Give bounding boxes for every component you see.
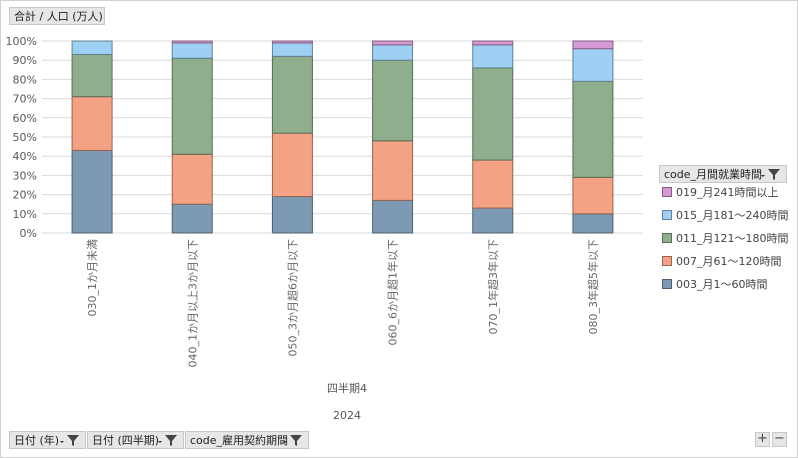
chart-grid [42,40,643,234]
zoom-in-button[interactable]: + [755,432,770,447]
y-tick-label: 40% [13,150,37,163]
bar-segment [71,40,113,55]
bar-segment [472,159,514,209]
zoom-out-button[interactable]: − [772,432,787,447]
y-tick-label: 30% [13,169,37,182]
axis-field-contract[interactable]: code_雇用契約期間 [185,431,309,449]
x-tick-label: 080_3年超5年以下 [586,239,600,335]
value-field-button[interactable]: 合計 / 人口 (万人) [9,7,105,25]
group-label-year: 2024 [333,409,361,422]
legend-swatch [662,256,672,266]
axis-field-contract-label: code_雇用契約期間 [190,434,289,447]
bar-segment [171,42,213,59]
y-tick-label: 60% [13,112,37,125]
bar-segment [171,203,213,234]
bar-segment [171,153,213,205]
bar-segment [472,207,514,234]
legend-label: 011_月121～180時間 [676,232,789,245]
legend-item: 019_月241時間以上 [662,186,779,200]
bar-segment [372,44,414,61]
y-tick-label: 80% [13,73,37,86]
bar-segment [171,40,213,44]
bar-segment [372,199,414,234]
legend-swatch [662,210,672,220]
y-tick-label: 0% [20,227,37,240]
legend-swatch [662,233,672,243]
axis-field-quarter[interactable]: 日付 (四半期) [87,431,184,449]
axis-field-year[interactable]: 日付 (年) [9,431,86,449]
legend-label: 015_月181～240時間 [676,209,789,222]
legend-item: 011_月121～180時間 [662,232,789,246]
x-tick-label: 040_1か月以上3か月以下 [186,239,199,368]
axis-field-year-label: 日付 (年) [14,434,60,447]
bar-segment [171,57,213,155]
y-tick-label: 10% [13,208,37,221]
y-tick-label: 20% [13,189,37,202]
axis-field-quarter-label: 日付 (四半期) [92,434,160,447]
bar-segment [372,140,414,201]
bar-segment [372,59,414,142]
y-tick-label: 70% [13,93,37,106]
bar-segment [472,40,514,46]
legend-label: 019_月241時間以上 [676,186,779,199]
legend-field-label: code_月間就業時間 [664,168,763,181]
x-tick-label: 060_6か月超1年以下 [386,239,400,346]
bar-segment [271,132,313,198]
bar-segment [271,42,313,57]
bar-segment [572,48,614,82]
bar-segment [271,55,313,134]
bar-segment [71,53,113,98]
legend-swatch [662,187,672,197]
bar-segment [372,40,414,46]
filter-icon[interactable] [155,432,181,448]
x-tick-label: 050_3か月超6か月以下 [285,239,299,357]
legend-field-button[interactable]: code_月間就業時間 [659,165,787,183]
y-tick-label: 50% [13,131,37,144]
value-field-label: 合計 / 人口 (万人) [14,10,103,23]
y-tick-label: 100% [6,35,37,48]
bar-segment [271,40,313,44]
bar-segment [572,213,614,234]
legend-label: 003_月1～60時間 [676,278,768,291]
bar-segment [572,80,614,178]
legend-label: 007_月61～120時間 [676,255,782,268]
group-label-quarter: 四半期4 [327,381,367,395]
bar-segment [472,44,514,69]
bar-segment [71,96,113,151]
legend-item: 007_月61～120時間 [662,255,782,269]
x-tick-label: 070_1年超3年以下 [486,239,500,335]
chart-bars [71,40,614,234]
legend-item: 015_月181～240時間 [662,209,789,223]
x-tick-label: 030_1か月未満 [86,239,99,317]
filter-icon[interactable] [280,432,306,448]
bar-segment [472,67,514,161]
filter-icon[interactable] [57,432,83,448]
y-tick-label: 90% [13,54,37,67]
x-axis-labels: 030_1か月未満 040_1か月以上3か月以下 050_3か月超6か月以下 060_… [86,239,600,368]
bar-segment [71,149,113,234]
bar-segment [572,176,614,215]
legend-item: 003_月1～60時間 [662,278,768,292]
y-axis-labels: 0% 10% 20% 30% 40% 50% 60% 70% 80% 90% 100% [6,35,37,240]
bar-segment [271,196,313,234]
legend-swatch [662,279,672,289]
filter-icon[interactable] [758,166,784,182]
bar-segment [572,40,614,50]
